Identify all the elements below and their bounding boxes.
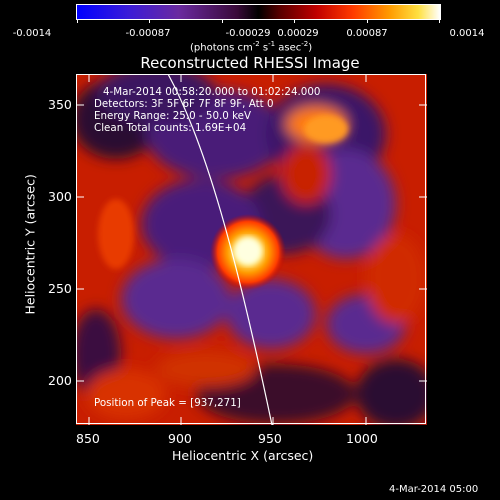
rhessi-image [76,74,427,425]
unit-exp: -2 [252,40,260,48]
unit-text: (photons cm [190,42,253,54]
solar-limb [167,74,273,425]
energy-range: Energy Range: 25.0 - 50.0 keV [94,110,252,122]
detectors-info: Detectors: 3F 5F 6F 7F 8F 9F, Att 0 [94,98,274,110]
time-range: 4-Mar-2014 00:58:20.000 to 01:02:24.000 [103,86,321,98]
colorbar-tick: -0.00029 [225,28,271,39]
colorbar [76,4,441,20]
x-axis-label: Heliocentric X (arcsec) [172,448,314,463]
y-tick-label: 250 [48,281,72,296]
clean-counts: Clean Total counts: 1.69E+04 [94,122,247,134]
y-tick-label: 200 [48,373,72,388]
unit-exp: -2 [301,40,309,48]
colorbar-tick: -0.00087 [125,28,171,39]
plot-title: Reconstructed RHESSI Image [140,54,360,72]
colorbar-tick: -0.0014 [12,28,52,39]
footer-timestamp: 4-Mar-2014 05:00 [389,484,479,495]
x-tick-label: 900 [168,431,192,446]
colorbar-tick: 0.00029 [277,28,319,39]
peak-position: Position of Peak = [937,271] [94,397,241,409]
y-axis-label: Heliocentric Y (arcsec) [22,174,38,315]
colorbar-tick: 0.00087 [346,28,388,39]
x-tick-label: 850 [76,431,100,446]
y-tick-label: 350 [48,97,72,112]
unit-text: s [259,42,269,54]
unit-text: ) [308,42,313,54]
y-tick-label: 300 [48,189,72,204]
colorbar-tick: 0.0014 [449,28,485,39]
plot-frame [76,74,426,424]
x-tick-label: 1000 [346,431,378,446]
colorbar-unit: (photons cm-2 s-1 asec-2) [190,40,312,53]
axis-ticks [76,74,427,425]
unit-exp: -1 [268,40,276,48]
x-tick-label: 950 [258,431,282,446]
unit-text: asec [275,42,302,54]
